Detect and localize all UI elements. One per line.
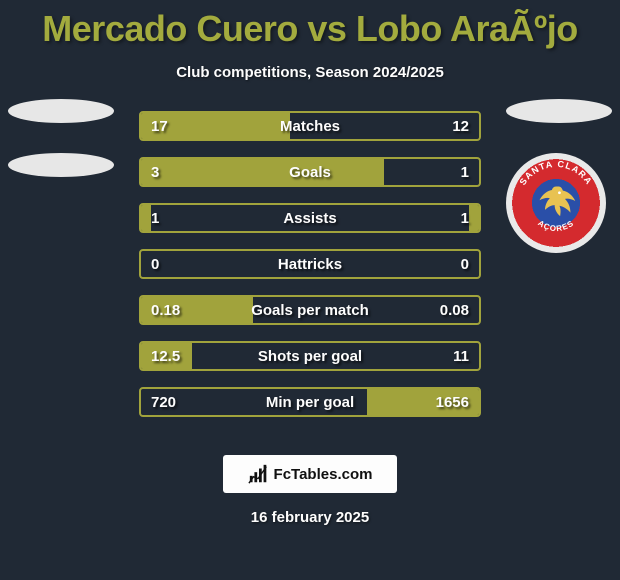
stat-value-right: 11 [453, 343, 469, 369]
svg-text:AÇORES: AÇORES [536, 218, 575, 233]
svg-text:SANTA CLARA: SANTA CLARA [518, 159, 595, 187]
badge-top-text: SANTA CLARA [518, 159, 595, 187]
stat-row: 3Goals1 [139, 157, 481, 187]
badge-ring-text: SANTA CLARA AÇORES [506, 153, 606, 253]
bar-chart-icon [248, 463, 270, 485]
stat-value-right: 0 [461, 251, 469, 277]
comparison-subtitle: Club competitions, Season 2024/2025 [0, 64, 620, 81]
stat-label: Matches [141, 113, 479, 139]
stat-value-right: 1 [461, 205, 469, 231]
comparison-chart: SANTA CLARA AÇORES 17Matches123Goals11As… [0, 111, 620, 441]
stat-label: Goals per match [141, 297, 479, 323]
player-left-nation-badge-placeholder [8, 153, 114, 177]
stat-row: 17Matches12 [139, 111, 481, 141]
stat-row: 0Hattricks0 [139, 249, 481, 279]
player-left-badges [8, 99, 114, 207]
stat-label: Assists [141, 205, 479, 231]
stat-row: 1Assists1 [139, 203, 481, 233]
player-left-club-badge-placeholder [8, 99, 114, 123]
player-right-club-badge-placeholder [506, 99, 612, 123]
player-right-badges: SANTA CLARA AÇORES [506, 99, 612, 253]
stat-label: Shots per goal [141, 343, 479, 369]
comparison-date: 16 february 2025 [0, 509, 620, 526]
stat-label: Goals [141, 159, 479, 185]
stat-value-right: 1 [461, 159, 469, 185]
stat-label: Hattricks [141, 251, 479, 277]
stat-value-right: 1656 [436, 389, 469, 415]
stat-row: 0.18Goals per match0.08 [139, 295, 481, 325]
fctables-text: FcTables.com [274, 466, 373, 483]
stat-row: 720Min per goal1656 [139, 387, 481, 417]
stat-value-right: 12 [452, 113, 469, 139]
stat-bars: 17Matches123Goals11Assists10Hattricks00.… [139, 111, 481, 433]
stat-value-right: 0.08 [440, 297, 469, 323]
stat-row: 12.5Shots per goal11 [139, 341, 481, 371]
santa-clara-badge: SANTA CLARA AÇORES [506, 153, 606, 253]
stat-label: Min per goal [141, 389, 479, 415]
fctables-badge: FcTables.com [223, 455, 397, 493]
comparison-title: Mercado Cuero vs Lobo AraÃºjo [0, 0, 620, 50]
badge-bottom-text: AÇORES [536, 218, 575, 233]
